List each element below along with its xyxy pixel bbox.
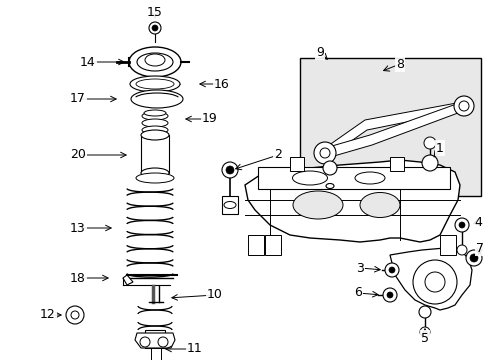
Circle shape <box>456 245 466 255</box>
Ellipse shape <box>325 184 333 189</box>
Text: 9: 9 <box>315 45 323 58</box>
Circle shape <box>313 142 335 164</box>
Circle shape <box>66 306 84 324</box>
Bar <box>247 235 264 255</box>
Text: 5: 5 <box>420 332 428 345</box>
Ellipse shape <box>143 110 165 116</box>
Circle shape <box>412 260 456 304</box>
Circle shape <box>149 22 161 34</box>
Text: 13: 13 <box>70 221 86 234</box>
Ellipse shape <box>136 173 174 183</box>
Polygon shape <box>244 160 459 242</box>
Ellipse shape <box>141 168 169 178</box>
Ellipse shape <box>142 119 168 127</box>
Text: 18: 18 <box>70 271 86 284</box>
Bar <box>151 348 161 360</box>
Circle shape <box>388 267 394 273</box>
Circle shape <box>319 148 329 158</box>
Bar <box>389 157 403 171</box>
Ellipse shape <box>130 76 180 92</box>
Text: 6: 6 <box>353 287 361 300</box>
Text: 11: 11 <box>187 342 203 356</box>
Ellipse shape <box>131 90 183 108</box>
Text: 15: 15 <box>147 5 163 18</box>
Text: 7: 7 <box>475 242 483 255</box>
Ellipse shape <box>145 54 164 66</box>
Circle shape <box>419 327 429 337</box>
Text: 19: 19 <box>202 112 218 126</box>
Ellipse shape <box>359 193 399 217</box>
Bar <box>299 58 480 196</box>
Circle shape <box>71 311 79 319</box>
Circle shape <box>421 155 437 171</box>
Text: 3: 3 <box>355 261 363 274</box>
Polygon shape <box>389 248 471 310</box>
Ellipse shape <box>129 47 181 77</box>
Text: 1: 1 <box>435 141 443 154</box>
Ellipse shape <box>224 202 236 208</box>
Bar <box>289 157 304 171</box>
Text: 12: 12 <box>40 309 56 321</box>
Bar <box>222 196 238 214</box>
Text: 20: 20 <box>70 148 86 162</box>
Bar <box>439 235 455 255</box>
Circle shape <box>152 25 158 31</box>
Circle shape <box>458 222 464 228</box>
Ellipse shape <box>292 191 342 219</box>
Ellipse shape <box>142 133 168 141</box>
Circle shape <box>384 263 398 277</box>
Circle shape <box>465 250 481 266</box>
Polygon shape <box>123 275 133 285</box>
Polygon shape <box>325 102 465 158</box>
Circle shape <box>222 162 238 178</box>
Text: 2: 2 <box>273 148 282 162</box>
Ellipse shape <box>141 130 169 140</box>
Bar <box>145 330 164 348</box>
Circle shape <box>453 96 473 116</box>
Circle shape <box>140 337 150 347</box>
Ellipse shape <box>136 79 174 89</box>
Circle shape <box>418 306 430 318</box>
Text: 16: 16 <box>214 77 229 90</box>
Bar <box>264 235 281 255</box>
Polygon shape <box>325 102 465 158</box>
Circle shape <box>469 254 477 262</box>
Circle shape <box>386 292 392 298</box>
Circle shape <box>225 166 234 174</box>
Text: 17: 17 <box>70 93 86 105</box>
Circle shape <box>423 137 435 149</box>
Text: 10: 10 <box>206 288 223 302</box>
Circle shape <box>382 288 396 302</box>
Bar <box>141 135 169 173</box>
Text: 4: 4 <box>473 216 481 229</box>
Polygon shape <box>135 333 175 348</box>
Circle shape <box>158 337 168 347</box>
Text: 8: 8 <box>395 58 403 71</box>
Ellipse shape <box>142 112 168 120</box>
Bar <box>258 167 449 189</box>
Circle shape <box>454 218 468 232</box>
Ellipse shape <box>354 172 384 184</box>
Ellipse shape <box>292 171 327 185</box>
Circle shape <box>424 272 444 292</box>
Circle shape <box>323 161 336 175</box>
Ellipse shape <box>142 126 168 134</box>
Ellipse shape <box>137 53 173 71</box>
Circle shape <box>458 101 468 111</box>
Text: 14: 14 <box>80 55 96 68</box>
